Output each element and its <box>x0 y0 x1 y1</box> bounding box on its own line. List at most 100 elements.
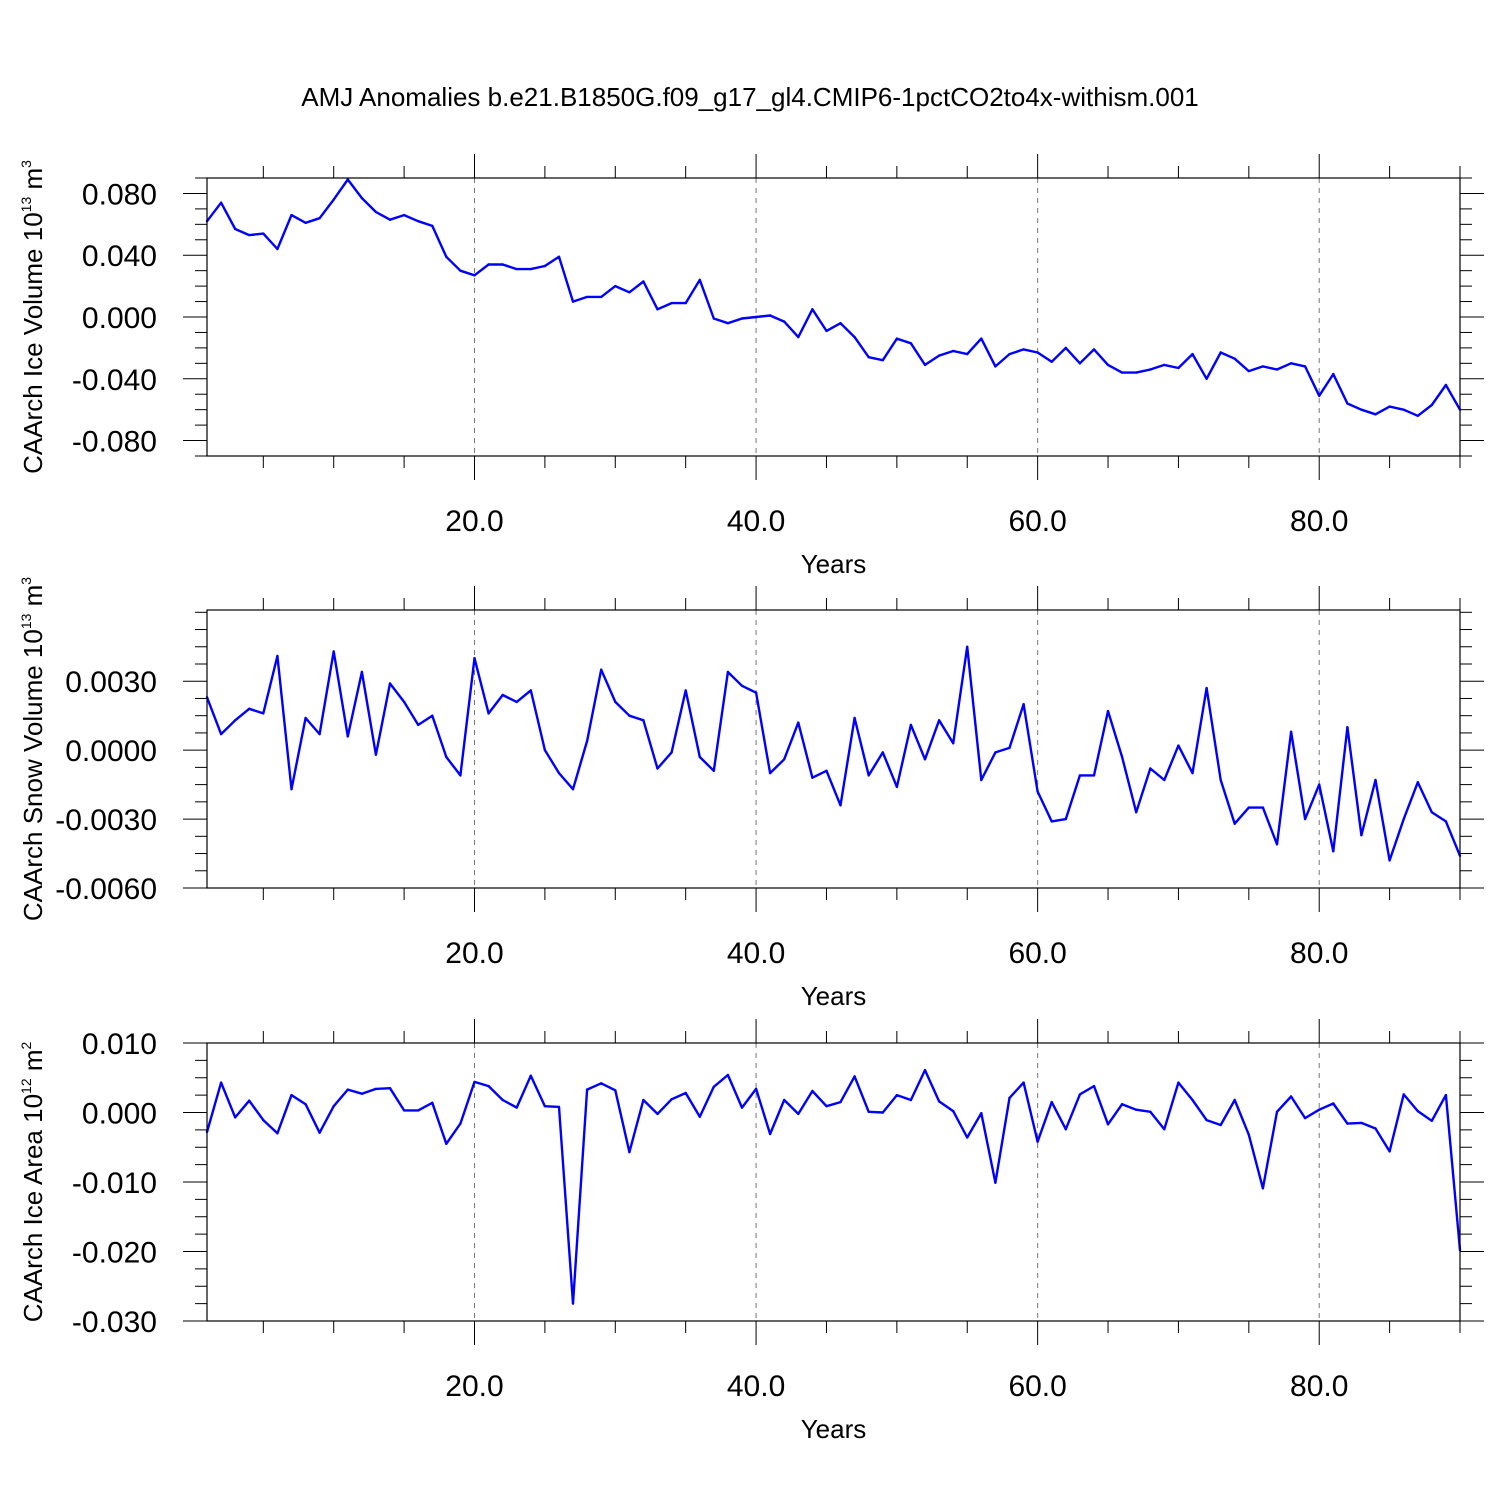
data-point <box>1050 1100 1053 1104</box>
y-tick-label: 0.040 <box>82 240 157 273</box>
data-point <box>726 1073 730 1077</box>
data-point <box>768 314 772 317</box>
data-point <box>459 269 462 272</box>
data-point <box>740 317 744 320</box>
x-tick-label: 40.0 <box>727 937 785 970</box>
data-point <box>1275 368 1279 371</box>
data-point <box>1444 1093 1448 1097</box>
data-point <box>768 1132 772 1136</box>
data-point <box>1008 1096 1011 1100</box>
y-tick-label: -0.0060 <box>55 873 157 906</box>
y-axis-label-text: m <box>18 1049 48 1078</box>
y-axis-label-superscript: 13 <box>18 613 34 629</box>
data-point <box>628 1150 631 1154</box>
data-point <box>1275 1110 1279 1114</box>
data-point <box>1303 817 1307 821</box>
data-point <box>825 1105 828 1108</box>
data-point <box>529 689 532 692</box>
series-line <box>205 645 1462 862</box>
data-point <box>1402 817 1405 821</box>
data-point <box>614 1089 617 1092</box>
data-point <box>881 751 884 754</box>
data-point <box>1078 362 1082 365</box>
data-point <box>332 650 335 653</box>
data-point <box>867 356 870 359</box>
x-tick-label: 20.0 <box>445 505 503 538</box>
y-tick-label: -0.0030 <box>55 804 157 837</box>
data-point <box>670 1098 673 1101</box>
data-point <box>1430 1119 1434 1123</box>
data-point <box>431 224 434 228</box>
y-tick-label: 0.000 <box>82 302 157 335</box>
data-point <box>811 1089 814 1093</box>
data-point <box>797 335 800 339</box>
data-point <box>1064 346 1068 350</box>
data-point <box>966 645 969 648</box>
data-point <box>1416 1109 1420 1113</box>
data-point <box>388 682 392 685</box>
data-point <box>712 1085 715 1089</box>
data-point <box>980 778 983 782</box>
data-point <box>1163 778 1166 782</box>
data-point <box>262 232 265 235</box>
data-point <box>698 278 701 282</box>
data-point <box>642 719 645 722</box>
data-point <box>1318 394 1321 397</box>
data-point <box>529 1074 532 1077</box>
data-point <box>1219 778 1222 782</box>
y-axis-label: CAArch Snow Volume 1013 m3 <box>18 577 48 921</box>
y-axis-label-superscript: 3 <box>18 160 34 168</box>
data-point <box>571 1302 575 1305</box>
data-point <box>952 1109 955 1113</box>
data-point <box>923 758 927 761</box>
data-point <box>304 1103 307 1106</box>
data-point <box>656 308 659 311</box>
data-point <box>1430 811 1434 814</box>
data-point <box>1092 348 1096 351</box>
data-point <box>557 255 561 258</box>
data-point <box>698 1115 701 1118</box>
data-point <box>1346 726 1349 729</box>
data-point <box>234 227 237 231</box>
y-tick-label: 0.010 <box>82 1028 157 1061</box>
data-point <box>360 196 364 200</box>
data-point <box>839 804 842 807</box>
data-point <box>402 700 406 704</box>
data-point <box>1332 372 1335 376</box>
data-point <box>600 668 603 671</box>
data-point <box>459 1122 462 1125</box>
data-point <box>1346 402 1349 405</box>
x-tick-label: 80.0 <box>1290 937 1348 970</box>
data-point <box>501 693 504 697</box>
data-point <box>1247 369 1251 373</box>
data-point <box>515 700 518 704</box>
data-point <box>1402 1093 1405 1096</box>
data-point <box>402 1109 406 1112</box>
data-point <box>515 1106 518 1109</box>
data-point <box>445 1142 448 1146</box>
data-point <box>923 1068 927 1072</box>
y-tick-label: -0.010 <box>72 1167 157 1200</box>
x-tick-label: 60.0 <box>1008 937 1066 970</box>
panel-3: 20.0 40.0 60.0 80.0 Years -0.030 -0.020 -0.010 0… <box>18 1019 1484 1444</box>
data-point <box>374 210 378 214</box>
x-tick-label: 40.0 <box>727 1370 785 1403</box>
data-point <box>980 337 983 340</box>
data-point <box>262 1118 265 1122</box>
data-point <box>1022 1081 1025 1084</box>
data-point <box>332 198 335 201</box>
data-point <box>290 213 293 217</box>
x-axis-label: Years <box>801 549 867 579</box>
y-axis-label-text: m <box>18 168 48 197</box>
data-point <box>797 721 800 724</box>
data-point <box>318 1131 321 1134</box>
data-point <box>656 767 659 770</box>
data-point <box>994 751 997 754</box>
data-point <box>585 295 589 299</box>
data-point <box>1106 709 1110 713</box>
data-point <box>374 1087 378 1091</box>
figure-title: AMJ Anomalies b.e21.B1850G.f09_g17_gl4.C… <box>301 82 1198 112</box>
data-point <box>712 769 715 772</box>
data-point <box>1149 767 1152 770</box>
